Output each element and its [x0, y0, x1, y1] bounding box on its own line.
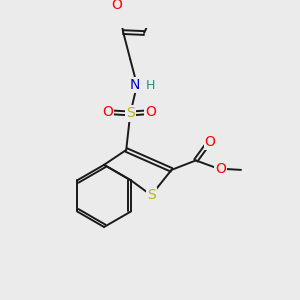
Text: O: O: [145, 105, 156, 119]
Text: O: O: [102, 105, 113, 119]
Text: S: S: [147, 188, 156, 202]
Text: O: O: [111, 0, 122, 12]
Text: O: O: [205, 134, 216, 148]
Text: O: O: [215, 161, 226, 176]
Text: S: S: [126, 106, 135, 121]
Text: H: H: [146, 79, 155, 92]
Text: N: N: [130, 78, 140, 92]
